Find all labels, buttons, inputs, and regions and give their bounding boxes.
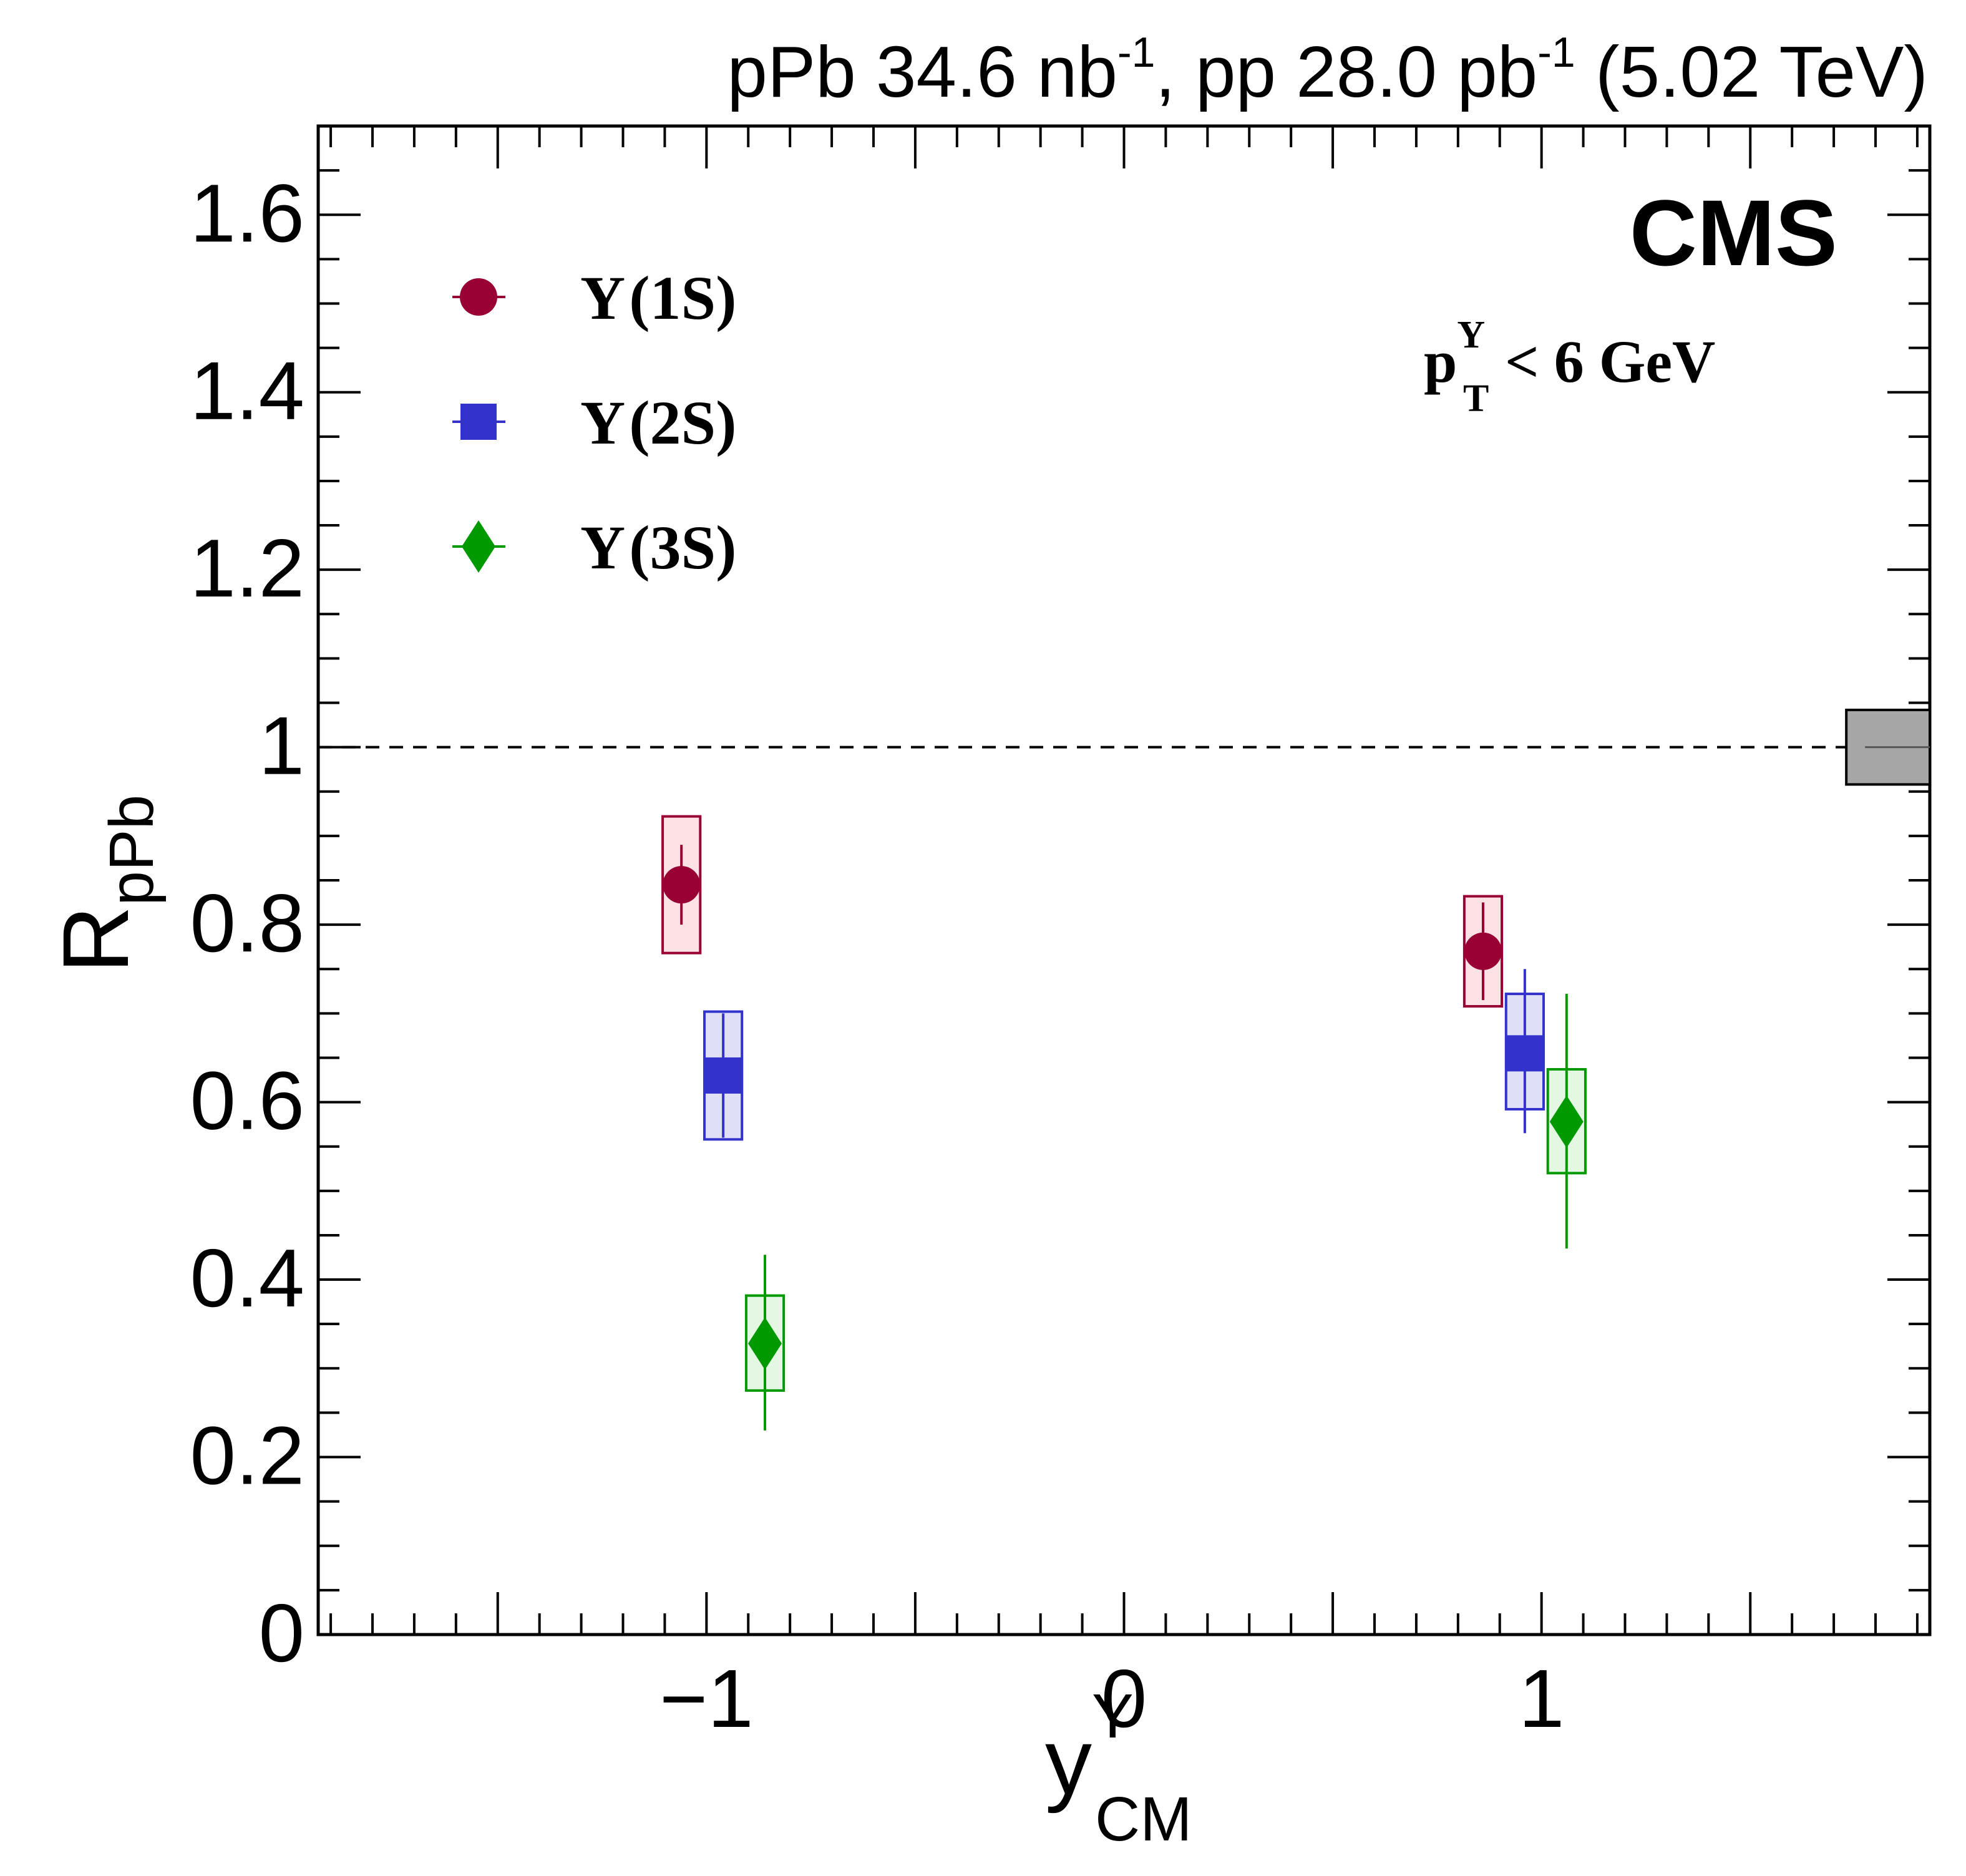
experiment-label: CMS xyxy=(1630,180,1837,285)
legend: Υ(1S)Υ(2S)Υ(3S) xyxy=(452,263,736,582)
x-tick-label: 1 xyxy=(1519,1653,1564,1744)
x-axis-label-sup: Υ xyxy=(1092,1681,1134,1751)
marker-square xyxy=(1506,1035,1543,1072)
x-tick-labels: −1 0 1 xyxy=(659,1653,1564,1744)
marker-square xyxy=(705,1057,742,1094)
lumi-label: pPb 34.6 nb-1, pp 28.0 pb-1 (5.02 TeV) xyxy=(727,29,1928,112)
legend-label-prefix: Υ xyxy=(580,263,625,333)
y-axis-label-sub: pPb xyxy=(97,795,167,906)
x-axis-label: yΥ CM xyxy=(1045,1681,1192,1854)
legend-entry: Υ(1S) xyxy=(452,263,736,333)
marker-diamond xyxy=(462,520,495,573)
legend-label: Υ(1S) xyxy=(580,263,736,333)
cut-label-sup: Υ xyxy=(1457,314,1485,356)
marker-circle xyxy=(460,278,497,316)
y-tick-label: 0.4 xyxy=(190,1232,305,1324)
y-tick-labels: 0 0.2 0.4 0.6 0.8 1 1.2 1.4 1.6 xyxy=(190,167,305,1679)
lumi-energy: (5.02 TeV) xyxy=(1575,31,1928,112)
legend-label-state: (3S) xyxy=(629,513,736,582)
marker-diamond xyxy=(748,1317,782,1370)
lumi-ppb: pPb 34.6 nb xyxy=(727,31,1117,112)
legend-label-prefix: Υ xyxy=(580,513,625,582)
lumi-pp: , pp 28.0 pb xyxy=(1156,31,1538,112)
series-diamond xyxy=(744,994,1587,1431)
legend-label-state: (1S) xyxy=(629,263,736,333)
y-tick-label: 0.8 xyxy=(190,877,305,969)
y-axis-label-base: R xyxy=(43,906,148,973)
cut-label-rest: < 6 GeV xyxy=(1505,328,1715,395)
legend-label-prefix: Υ xyxy=(580,388,625,457)
x-tick-label: 0 xyxy=(1101,1653,1147,1744)
y-tick-label: 0.6 xyxy=(190,1055,305,1147)
x-axis-label-sub: CM xyxy=(1095,1784,1192,1854)
cut-label-base: p xyxy=(1424,328,1457,395)
y-axis-label: RpPb xyxy=(43,795,167,973)
y-tick-label: 1.4 xyxy=(190,345,305,437)
lumi-exp-2: -1 xyxy=(1537,29,1575,76)
axis-ticks xyxy=(318,125,1930,1636)
marker-circle xyxy=(1464,932,1502,970)
marker-circle xyxy=(663,866,701,904)
marker-square xyxy=(460,404,497,440)
cut-label-sub: T xyxy=(1463,377,1489,420)
lumi-exp-1: -1 xyxy=(1117,29,1155,76)
y-tick-label: 0.2 xyxy=(190,1410,305,1502)
series-square xyxy=(703,969,1545,1141)
legend-label: Υ(2S) xyxy=(580,388,736,457)
y-tick-label: 1 xyxy=(259,700,304,792)
legend-label-state: (2S) xyxy=(629,388,736,457)
reference-layer xyxy=(318,708,1931,786)
svg-text:RpPb: RpPb xyxy=(43,795,167,973)
legend-entry: Υ(3S) xyxy=(452,513,736,582)
y-tick-label: 0 xyxy=(259,1587,304,1679)
series-circle xyxy=(661,815,1504,1008)
cut-label: pΥ T < 6 GeV xyxy=(1424,314,1715,420)
data-layer xyxy=(661,815,1587,1431)
y-tick-label: 1.6 xyxy=(190,167,305,259)
x-tick-label: −1 xyxy=(659,1653,754,1744)
y-tick-label: 1.2 xyxy=(190,522,305,614)
legend-label: Υ(3S) xyxy=(580,513,736,582)
legend-entry: Υ(2S) xyxy=(452,388,736,457)
marker-diamond xyxy=(1549,1095,1584,1148)
x-axis-label-base: y xyxy=(1045,1709,1092,1814)
